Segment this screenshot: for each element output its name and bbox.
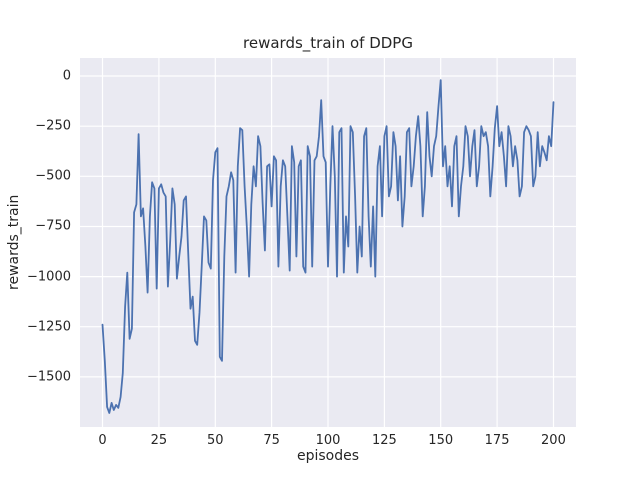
y-tick-label: −750 [35, 218, 71, 234]
x-tick-label: 25 [150, 433, 168, 448]
x-axis-label: episodes [296, 448, 360, 464]
chart-title: rewards_train of DDPG [243, 34, 413, 52]
plot-svg [80, 58, 576, 427]
x-tick-label: 150 [428, 433, 454, 448]
x-tick-label: 100 [315, 433, 341, 448]
y-tick-label: −1500 [27, 369, 71, 385]
y-tick-label: −250 [35, 118, 71, 134]
x-tick-label: 75 [263, 433, 280, 448]
plot-area [80, 58, 576, 427]
y-tick-label: −500 [35, 168, 71, 184]
x-tick-label: 200 [541, 433, 566, 448]
x-tick-label: 50 [206, 433, 224, 448]
y-tick-label: 0 [62, 68, 71, 84]
x-tick-label: 0 [98, 433, 107, 448]
x-tick-label: 125 [371, 433, 397, 448]
y-tick-label: −1250 [27, 319, 71, 335]
x-tick-label: 175 [484, 433, 510, 448]
y-axis-label: rewards_train [6, 194, 22, 291]
y-tick-label: −1000 [27, 269, 71, 285]
